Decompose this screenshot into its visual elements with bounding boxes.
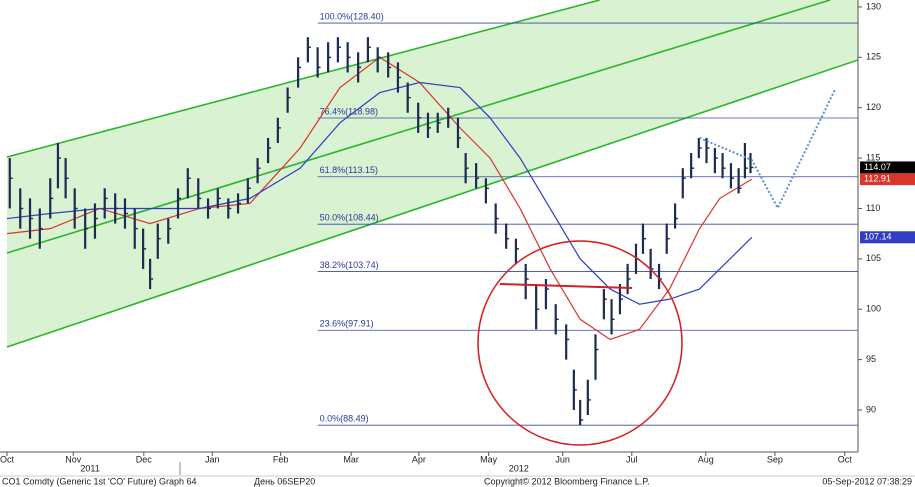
- x-tick-label: Sep: [767, 454, 783, 464]
- channel-fill: [6, 0, 858, 348]
- x-tick-label: Oct: [0, 454, 14, 464]
- y-tick-label: 110: [866, 203, 880, 213]
- fib-label: 0.0%(88.49): [320, 414, 369, 424]
- x-tick-label: Feb: [273, 454, 289, 464]
- ma-tag-label: 107.14: [864, 232, 892, 242]
- year-label: 2011: [80, 463, 99, 473]
- y-tick-label: 105: [866, 253, 881, 263]
- x-tick-label: Jul: [626, 454, 638, 464]
- fib-label: 61.8%(113.15): [320, 165, 378, 175]
- plot-area: 100.0%(128.40) 76.4%(118.98) 61.8%(113.15)…: [6, 0, 858, 426]
- fib-label: 38.2%(103.74): [320, 260, 379, 270]
- fib-label: 50.0%(108.44): [320, 213, 379, 223]
- x-tick-label: May: [480, 454, 498, 464]
- footer-text: 05-Sep-2012 07:38:29: [822, 476, 912, 486]
- ma-tag-label: 112.91: [864, 174, 891, 184]
- x-tick-label: Mar: [343, 454, 359, 464]
- y-tick-label: 125: [866, 52, 881, 62]
- last-price-tag: [860, 161, 915, 174]
- neckline: [499, 283, 633, 289]
- x-tick-label: Apr: [412, 454, 426, 464]
- ma-tag: [860, 231, 915, 244]
- footer-text: CO1 Comdty (Generic 1st 'CO' Future) Gra…: [2, 476, 197, 486]
- y-tick-label: 130: [866, 1, 881, 11]
- fib-label: 76.4%(118.98): [320, 106, 378, 116]
- x-tick-label: Oct: [838, 454, 853, 464]
- footer-text: День 06SEP20: [254, 476, 315, 486]
- projection: [699, 89, 836, 211]
- y-tick-label: 120: [866, 102, 881, 112]
- y-tick-label: 95: [866, 354, 876, 364]
- x-tick-label: Aug: [698, 454, 714, 464]
- fib-label: 100.0%(128.40): [320, 11, 384, 21]
- ma-tag: [860, 173, 915, 186]
- y-tick-label: 90: [866, 404, 876, 414]
- last-price-tag-label: 114.07: [864, 162, 891, 172]
- channel-line: [6, 59, 858, 348]
- footer-text: Copyright© 2012 Bloomberg Finance L.P.: [484, 476, 650, 486]
- y-tick-label: 115: [866, 152, 880, 162]
- fib-label: 23.6%(97.91): [320, 319, 374, 329]
- x-tick-label: Jun: [555, 454, 570, 464]
- highlight-circle: [477, 240, 683, 446]
- x-tick-label: Dec: [136, 454, 153, 464]
- x-tick-label: Jan: [205, 454, 220, 464]
- year-label: 2012: [509, 463, 529, 473]
- x-tick-label: Nov: [65, 454, 82, 464]
- moving-average: [6, 56, 753, 341]
- y-tick-label: 100: [866, 304, 881, 314]
- moving-average: [6, 81, 753, 305]
- channel-line: [6, 0, 600, 158]
